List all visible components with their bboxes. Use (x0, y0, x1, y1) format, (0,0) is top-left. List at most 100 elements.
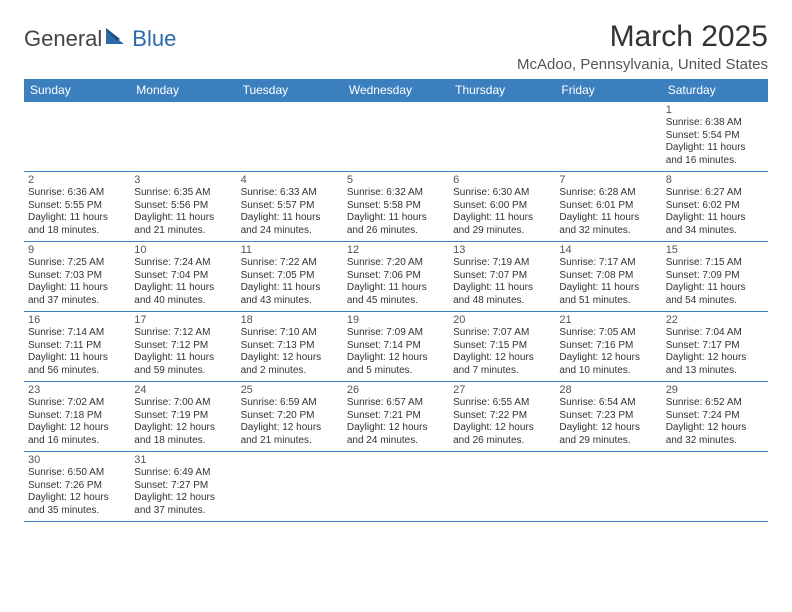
weekday-header: Sunday (24, 79, 130, 102)
calendar-empty-cell (662, 452, 768, 522)
day-number: 13 (453, 244, 551, 256)
sunrise-text: Sunrise: 6:30 AM (453, 187, 551, 200)
calendar-day-cell: 1Sunrise: 6:38 AMSunset: 5:54 PMDaylight… (662, 102, 768, 172)
sunrise-text: Sunrise: 7:09 AM (347, 327, 445, 340)
sunrise-text: Sunrise: 7:14 AM (28, 327, 126, 340)
day-number: 15 (666, 244, 764, 256)
sunrise-text: Sunrise: 6:54 AM (559, 397, 657, 410)
sunset-text: Sunset: 7:18 PM (28, 410, 126, 423)
day-number: 1 (666, 104, 764, 116)
day-info: Sunrise: 6:28 AMSunset: 6:01 PMDaylight:… (559, 187, 657, 237)
day-number: 3 (134, 174, 232, 186)
day-number: 18 (241, 314, 339, 326)
sunrise-text: Sunrise: 6:52 AM (666, 397, 764, 410)
day-info: Sunrise: 6:54 AMSunset: 7:23 PMDaylight:… (559, 397, 657, 447)
sunset-text: Sunset: 7:03 PM (28, 270, 126, 283)
calendar-week-row: 1Sunrise: 6:38 AMSunset: 5:54 PMDaylight… (24, 102, 768, 172)
sunset-text: Sunset: 7:11 PM (28, 340, 126, 353)
calendar-empty-cell (130, 102, 236, 172)
day-info: Sunrise: 7:17 AMSunset: 7:08 PMDaylight:… (559, 257, 657, 307)
weekday-header: Monday (130, 79, 236, 102)
calendar-empty-cell (555, 452, 661, 522)
sunset-text: Sunset: 5:56 PM (134, 200, 232, 213)
daylight-text: Daylight: 11 hours and 56 minutes. (28, 352, 126, 377)
daylight-text: Daylight: 11 hours and 34 minutes. (666, 212, 764, 237)
calendar-day-cell: 26Sunrise: 6:57 AMSunset: 7:21 PMDayligh… (343, 382, 449, 452)
sunrise-text: Sunrise: 6:38 AM (666, 117, 764, 130)
sunrise-text: Sunrise: 7:19 AM (453, 257, 551, 270)
sunset-text: Sunset: 7:26 PM (28, 480, 126, 493)
day-info: Sunrise: 6:38 AMSunset: 5:54 PMDaylight:… (666, 117, 764, 167)
daylight-text: Daylight: 11 hours and 48 minutes. (453, 282, 551, 307)
sunset-text: Sunset: 7:09 PM (666, 270, 764, 283)
calendar-week-row: 30Sunrise: 6:50 AMSunset: 7:26 PMDayligh… (24, 452, 768, 522)
calendar-week-row: 23Sunrise: 7:02 AMSunset: 7:18 PMDayligh… (24, 382, 768, 452)
day-info: Sunrise: 7:00 AMSunset: 7:19 PMDaylight:… (134, 397, 232, 447)
sunset-text: Sunset: 7:27 PM (134, 480, 232, 493)
day-info: Sunrise: 7:20 AMSunset: 7:06 PMDaylight:… (347, 257, 445, 307)
sunrise-text: Sunrise: 6:32 AM (347, 187, 445, 200)
day-info: Sunrise: 7:19 AMSunset: 7:07 PMDaylight:… (453, 257, 551, 307)
flag-icon (106, 26, 128, 52)
sunrise-text: Sunrise: 6:36 AM (28, 187, 126, 200)
calendar-day-cell: 6Sunrise: 6:30 AMSunset: 6:00 PMDaylight… (449, 172, 555, 242)
day-number: 6 (453, 174, 551, 186)
calendar-day-cell: 17Sunrise: 7:12 AMSunset: 7:12 PMDayligh… (130, 312, 236, 382)
calendar-empty-cell (449, 102, 555, 172)
logo-text-blue: Blue (132, 26, 176, 52)
sunrise-text: Sunrise: 6:35 AM (134, 187, 232, 200)
day-info: Sunrise: 7:10 AMSunset: 7:13 PMDaylight:… (241, 327, 339, 377)
daylight-text: Daylight: 12 hours and 16 minutes. (28, 422, 126, 447)
day-info: Sunrise: 7:07 AMSunset: 7:15 PMDaylight:… (453, 327, 551, 377)
calendar-day-cell: 19Sunrise: 7:09 AMSunset: 7:14 PMDayligh… (343, 312, 449, 382)
day-number: 30 (28, 454, 126, 466)
sunset-text: Sunset: 7:15 PM (453, 340, 551, 353)
sunrise-text: Sunrise: 6:27 AM (666, 187, 764, 200)
daylight-text: Daylight: 11 hours and 29 minutes. (453, 212, 551, 237)
day-info: Sunrise: 7:09 AMSunset: 7:14 PMDaylight:… (347, 327, 445, 377)
sunset-text: Sunset: 6:01 PM (559, 200, 657, 213)
sunset-text: Sunset: 7:12 PM (134, 340, 232, 353)
daylight-text: Daylight: 12 hours and 10 minutes. (559, 352, 657, 377)
sunrise-text: Sunrise: 6:57 AM (347, 397, 445, 410)
sunset-text: Sunset: 7:05 PM (241, 270, 339, 283)
daylight-text: Daylight: 12 hours and 5 minutes. (347, 352, 445, 377)
day-number: 10 (134, 244, 232, 256)
day-number: 27 (453, 384, 551, 396)
sunset-text: Sunset: 5:57 PM (241, 200, 339, 213)
day-number: 21 (559, 314, 657, 326)
calendar-day-cell: 12Sunrise: 7:20 AMSunset: 7:06 PMDayligh… (343, 242, 449, 312)
sunrise-text: Sunrise: 7:07 AM (453, 327, 551, 340)
day-number: 16 (28, 314, 126, 326)
calendar-empty-cell (237, 452, 343, 522)
sunrise-text: Sunrise: 6:50 AM (28, 467, 126, 480)
daylight-text: Daylight: 12 hours and 26 minutes. (453, 422, 551, 447)
calendar-day-cell: 3Sunrise: 6:35 AMSunset: 5:56 PMDaylight… (130, 172, 236, 242)
sunset-text: Sunset: 7:23 PM (559, 410, 657, 423)
sunset-text: Sunset: 7:19 PM (134, 410, 232, 423)
day-info: Sunrise: 7:24 AMSunset: 7:04 PMDaylight:… (134, 257, 232, 307)
calendar-day-cell: 4Sunrise: 6:33 AMSunset: 5:57 PMDaylight… (237, 172, 343, 242)
day-info: Sunrise: 6:36 AMSunset: 5:55 PMDaylight:… (28, 187, 126, 237)
calendar-day-cell: 29Sunrise: 6:52 AMSunset: 7:24 PMDayligh… (662, 382, 768, 452)
daylight-text: Daylight: 11 hours and 59 minutes. (134, 352, 232, 377)
daylight-text: Daylight: 11 hours and 51 minutes. (559, 282, 657, 307)
sunrise-text: Sunrise: 7:10 AM (241, 327, 339, 340)
location: McAdoo, Pennsylvania, United States (517, 56, 768, 73)
day-number: 25 (241, 384, 339, 396)
calendar-empty-cell (237, 102, 343, 172)
daylight-text: Daylight: 12 hours and 21 minutes. (241, 422, 339, 447)
calendar-day-cell: 20Sunrise: 7:07 AMSunset: 7:15 PMDayligh… (449, 312, 555, 382)
calendar-day-cell: 13Sunrise: 7:19 AMSunset: 7:07 PMDayligh… (449, 242, 555, 312)
daylight-text: Daylight: 11 hours and 16 minutes. (666, 142, 764, 167)
day-info: Sunrise: 6:52 AMSunset: 7:24 PMDaylight:… (666, 397, 764, 447)
sunset-text: Sunset: 7:06 PM (347, 270, 445, 283)
day-number: 20 (453, 314, 551, 326)
day-number: 7 (559, 174, 657, 186)
calendar-day-cell: 11Sunrise: 7:22 AMSunset: 7:05 PMDayligh… (237, 242, 343, 312)
day-number: 22 (666, 314, 764, 326)
month-title: March 2025 (517, 20, 768, 54)
calendar-week-row: 16Sunrise: 7:14 AMSunset: 7:11 PMDayligh… (24, 312, 768, 382)
logo: GeneralBlue (24, 20, 176, 52)
daylight-text: Daylight: 12 hours and 2 minutes. (241, 352, 339, 377)
